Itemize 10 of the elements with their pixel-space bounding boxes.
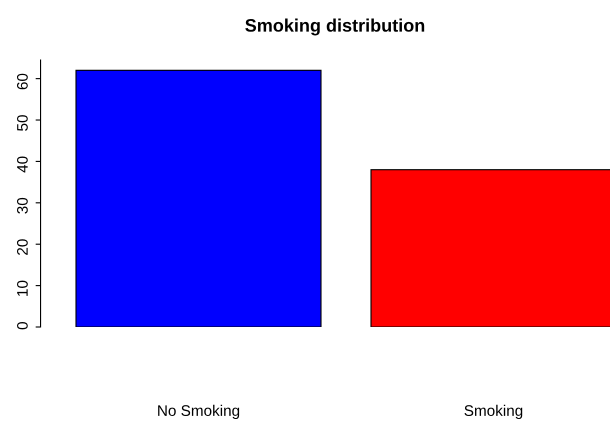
x-tick-label: No Smoking: [158, 404, 240, 420]
chart-title: Smoking distribution: [245, 18, 424, 36]
y-tick-label: 0: [16, 322, 28, 330]
y-tick-label: 50: [16, 115, 28, 131]
y-tick-label: 10: [16, 280, 28, 296]
y-tick-label: 60: [16, 74, 28, 90]
x-tick-label: Smoking: [464, 404, 522, 420]
y-tick-label: 40: [16, 156, 28, 173]
y-tick-label: 20: [16, 239, 28, 255]
y-tick-label: 30: [16, 198, 28, 214]
